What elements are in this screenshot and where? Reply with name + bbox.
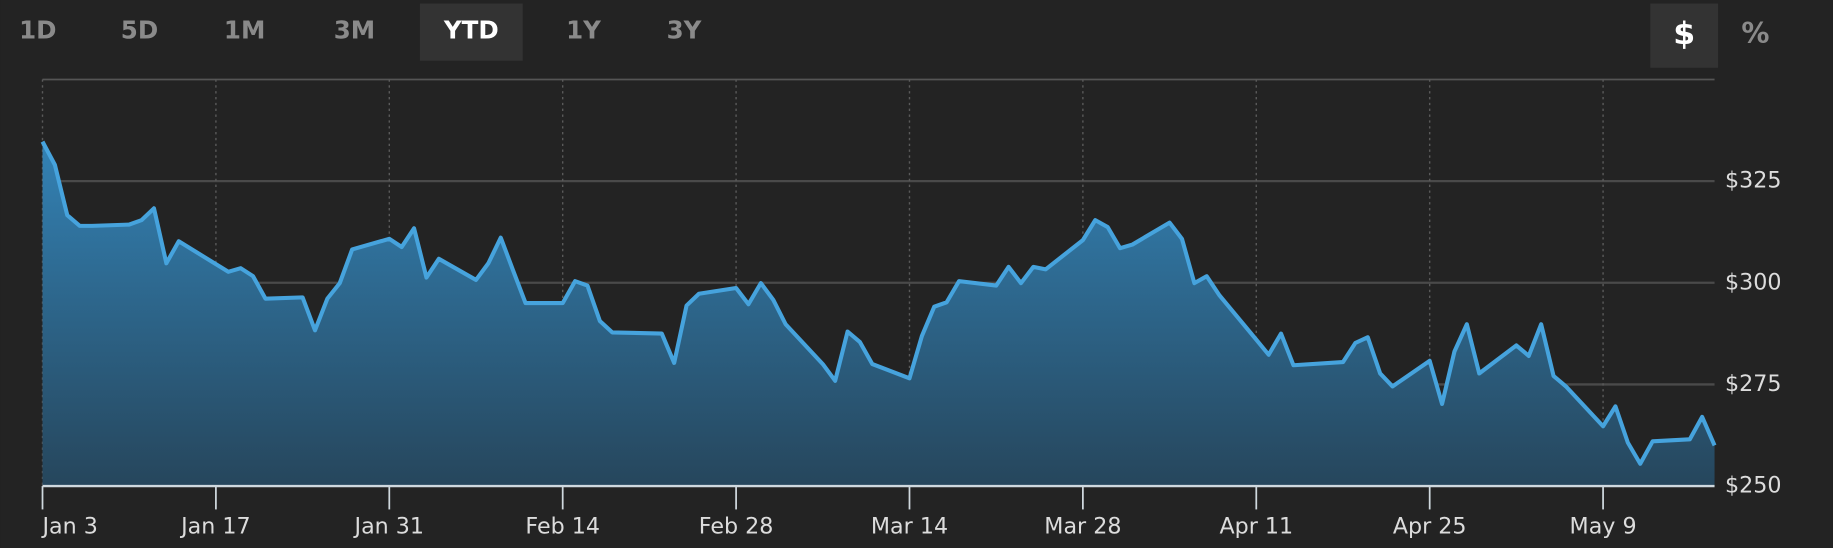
- range-button[interactable]: 1M: [224, 16, 265, 45]
- x-tick-label: Jan 31: [353, 513, 425, 539]
- x-tick-label: Apr 11: [1219, 513, 1293, 539]
- x-tick-label: Feb 28: [699, 513, 774, 539]
- y-tick-label: $325: [1725, 168, 1781, 194]
- range-button[interactable]: 1D: [19, 16, 56, 45]
- range-button[interactable]: YTD: [443, 16, 499, 45]
- unit-button[interactable]: %: [1741, 17, 1769, 50]
- range-button[interactable]: 3Y: [667, 16, 702, 45]
- x-tick-label: Mar 14: [871, 513, 948, 539]
- x-tick-label: Feb 14: [525, 513, 600, 539]
- x-tick-label: Jan 17: [179, 513, 251, 539]
- selected-unit-bg: [1650, 3, 1719, 68]
- x-tick-label: Apr 25: [1393, 513, 1467, 539]
- area-fill: [42, 141, 1715, 487]
- x-tick-label: Jan 3: [41, 513, 98, 539]
- y-tick-label: $250: [1725, 473, 1781, 499]
- range-button[interactable]: 3M: [334, 16, 375, 45]
- y-tick-label: $300: [1725, 269, 1781, 295]
- unit-button[interactable]: $: [1673, 16, 1695, 52]
- price-line: [40, 140, 1717, 466]
- x-tick-label: May 9: [1570, 513, 1637, 539]
- range-button[interactable]: 1Y: [566, 16, 601, 45]
- range-button[interactable]: 5D: [121, 16, 158, 45]
- y-tick-label: $275: [1725, 371, 1781, 397]
- x-tick-label: Mar 28: [1044, 513, 1121, 539]
- selected-button-bg: [419, 3, 523, 61]
